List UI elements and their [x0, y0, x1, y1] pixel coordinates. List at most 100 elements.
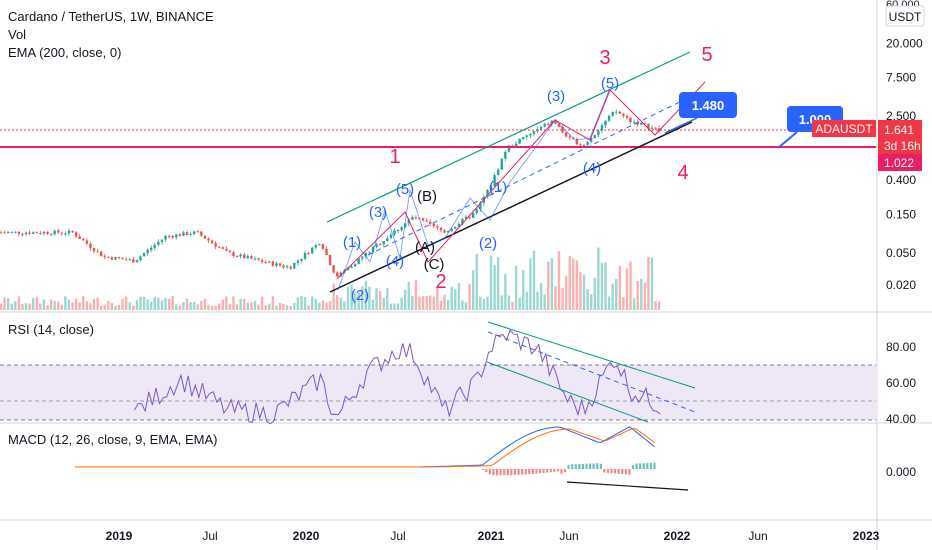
macd-histogram-bar — [624, 469, 627, 475]
volume-bar — [572, 258, 575, 310]
volume-bar — [378, 291, 382, 310]
volume-bar — [371, 299, 375, 310]
volume-bar — [489, 255, 493, 310]
volume-bar — [564, 276, 568, 310]
level-badge-text: 1.022 — [884, 156, 914, 170]
candle-body — [328, 255, 332, 266]
macd-axis[interactable]: 0.000 — [886, 465, 916, 479]
volume-bar — [289, 305, 292, 310]
volume-bar — [640, 278, 643, 310]
candle-body — [146, 249, 149, 254]
candle-body — [532, 131, 536, 134]
candle-body — [239, 254, 242, 257]
candle-body — [293, 262, 296, 269]
candle-body — [117, 257, 121, 259]
volume-bar — [493, 264, 496, 310]
volume-bar — [389, 303, 393, 310]
target-1480-callout[interactable] — [679, 92, 737, 118]
macd-histogram-bar — [521, 469, 524, 475]
rsi-channel-lower[interactable] — [486, 361, 649, 423]
volume-bar — [647, 256, 650, 310]
time-axis[interactable]: 2019 Jul 2020 Jul 2021 Jun 2022 Jun 2023 — [106, 529, 880, 543]
candle-body — [486, 189, 489, 197]
volume-bar — [332, 283, 335, 310]
wave-label-i4-b: (4) — [583, 160, 601, 177]
candle-body — [10, 231, 13, 233]
volume-bar — [632, 298, 636, 310]
volume-bar — [200, 300, 203, 310]
volume-bar — [328, 301, 332, 310]
candle-body — [178, 234, 182, 236]
volume-bar — [92, 299, 96, 310]
volume-bar — [164, 298, 167, 310]
candle-body — [514, 143, 518, 147]
volume-bar — [117, 304, 121, 310]
macd-histogram-bar — [481, 469, 484, 470]
currency-box[interactable] — [885, 5, 925, 27]
rsi-legend: RSI (14, close) — [8, 322, 94, 337]
volume-bar — [382, 297, 385, 310]
rsi-channel-mid[interactable] — [487, 331, 696, 413]
volume-bar — [257, 304, 260, 310]
volume-bar — [457, 282, 461, 310]
candle-body — [439, 227, 443, 231]
candle-body — [346, 267, 350, 271]
channel-upper-line[interactable] — [326, 51, 691, 223]
channel-mid-line[interactable] — [367, 91, 701, 256]
candle-body — [135, 260, 139, 263]
candle-body — [289, 266, 292, 269]
macd-histogram-bar — [542, 469, 545, 473]
target-1480-text: 1.480 — [692, 98, 725, 113]
candle-body — [636, 121, 639, 125]
wave-label-5: 5 — [701, 44, 712, 66]
candle-body — [246, 256, 250, 259]
current-price-badge — [878, 120, 922, 154]
candle-body — [496, 169, 500, 176]
candle-body — [296, 260, 300, 263]
rsi-axis[interactable]: 80.00 60.00 40.00 — [886, 340, 916, 426]
candle-body — [615, 111, 618, 113]
candle-body — [550, 120, 554, 125]
rsi-tick-label: 60.00 — [886, 376, 916, 390]
volume-bar — [486, 296, 489, 310]
volume-bar — [10, 303, 13, 310]
rsi-channel-upper[interactable] — [487, 321, 696, 389]
channel-lower-line[interactable] — [329, 121, 693, 293]
volume-bar — [393, 303, 396, 310]
time-tick-label: 2023 — [853, 529, 880, 543]
price-axis[interactable]: 20.0007.5002.5000.4000.1500.0500.02060.0… — [886, 0, 923, 292]
volume-bar — [522, 270, 525, 310]
candle-body — [307, 252, 310, 254]
candle-body — [522, 136, 525, 139]
time-tick-label: Jun — [748, 529, 767, 543]
macd-histogram-bar — [488, 469, 492, 475]
volume-bar — [196, 304, 199, 310]
volume-bar — [450, 286, 453, 310]
candle-body — [24, 232, 28, 235]
candle-body — [285, 266, 289, 268]
candle-body — [28, 232, 31, 234]
candle-body — [132, 259, 135, 263]
candle-body — [99, 251, 103, 257]
volume-bar — [593, 277, 596, 310]
primary-wave-path[interactable] — [337, 81, 706, 279]
candle-body — [150, 247, 153, 250]
macd-histogram-bar — [581, 463, 585, 469]
candle-body — [432, 223, 436, 227]
candle-body — [96, 251, 99, 253]
vol-legend: Vol — [8, 27, 26, 42]
volume-bar — [568, 256, 571, 310]
volume-bar — [182, 302, 185, 310]
candle-body — [493, 175, 496, 187]
macd-divergence-line[interactable] — [566, 481, 689, 491]
price-tick-label: 7.500 — [886, 71, 916, 85]
candle-body — [21, 233, 24, 235]
volume-bar — [411, 295, 414, 310]
volume-bar — [386, 288, 389, 310]
candle-body — [443, 230, 446, 233]
volume-bar — [514, 265, 518, 310]
intermediate-wave-path[interactable] — [337, 87, 611, 291]
candle-body — [579, 144, 582, 146]
candle-body — [14, 231, 17, 233]
